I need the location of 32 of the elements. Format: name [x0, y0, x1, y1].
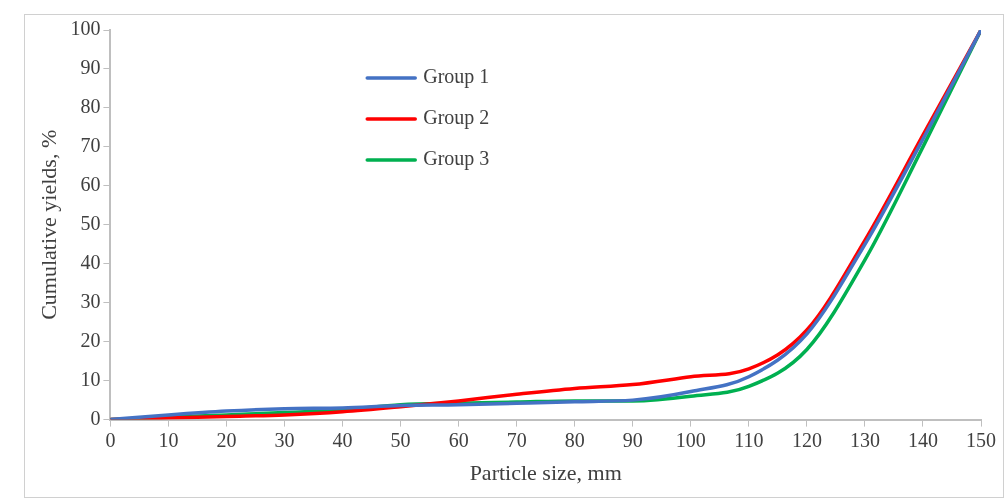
x-tick-label: 70 [506, 428, 527, 451]
x-tick-label: 40 [332, 428, 353, 451]
legend-label: Group 3 [423, 147, 490, 171]
x-tick-label: 50 [390, 428, 411, 451]
x-tick-label: 30 [274, 428, 295, 451]
x-tick-label: 100 [675, 428, 706, 451]
y-tick-label: 40 [80, 251, 101, 274]
y-tick-label: 60 [80, 173, 101, 196]
x-tick-label: 140 [907, 428, 938, 451]
y-tick-label: 90 [80, 56, 101, 79]
legend-label: Group 1 [423, 65, 490, 89]
x-tick-label: 130 [849, 428, 880, 451]
y-tick-label: 20 [80, 328, 101, 351]
x-tick-label: 0 [105, 428, 116, 451]
x-tick-label: 120 [791, 428, 822, 451]
y-tick-label: 70 [80, 134, 101, 157]
x-tick-label: 80 [564, 428, 585, 451]
legend-label: Group 2 [423, 106, 490, 130]
y-tick-label: 10 [80, 367, 101, 390]
y-tick-label: 100 [70, 17, 101, 40]
y-tick-label: 30 [80, 289, 101, 312]
x-tick-label: 150 [966, 428, 996, 451]
y-tick-label: 50 [80, 212, 101, 235]
x-tick-label: 20 [216, 428, 237, 451]
x-tick-label: 60 [448, 428, 469, 451]
x-tick-label: 90 [622, 428, 643, 451]
x-tick-label: 110 [734, 428, 764, 451]
y-tick-label: 0 [90, 406, 101, 429]
x-tick-label: 10 [158, 428, 179, 451]
y-tick-label: 80 [80, 95, 101, 118]
y-axis-title: Cumulative yields, % [35, 129, 61, 320]
x-axis-title: Particle size, mm [469, 459, 622, 485]
